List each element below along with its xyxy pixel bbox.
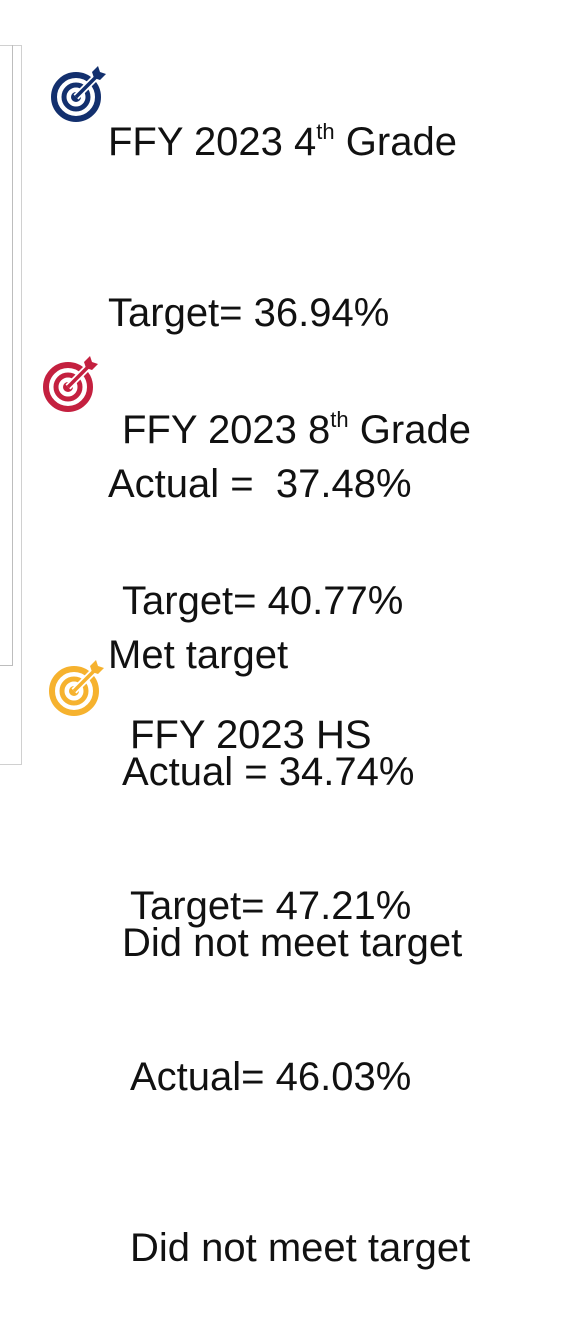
target-icon <box>46 658 106 718</box>
target-line: Target= 36.94% <box>108 291 390 335</box>
title-text: Grade <box>345 120 457 164</box>
title-sup: th <box>330 407 349 432</box>
actual-line: Actual= 46.03% <box>130 1055 412 1099</box>
target-line: Target= 40.77% <box>122 579 404 623</box>
title-text: Grade <box>359 408 471 452</box>
title-sup: th <box>316 119 335 144</box>
block-title: FFY 2023 4th Grade <box>108 114 457 171</box>
target-line: Target= 47.21% <box>130 884 412 928</box>
hs-block: FFY 2023 HS Target= 47.21% Actual= 46.03… <box>130 593 470 1334</box>
status-line: Met target <box>108 633 289 677</box>
target-icon <box>40 354 100 414</box>
page: FFY 2023 4th Grade Target= 36.94% Actual… <box>0 0 471 1270</box>
title-text: FFY 2023 8 <box>122 408 331 452</box>
block-title: FFY 2023 HS <box>130 713 372 757</box>
target-icon <box>48 64 108 124</box>
title-text: FFY 2023 4 <box>108 120 317 164</box>
actual-line: Actual = 34.74% <box>122 750 415 794</box>
status-line: Did not meet target <box>130 1226 471 1270</box>
block-title: FFY 2023 8th Grade <box>122 402 471 459</box>
side-panel-inner <box>0 45 13 666</box>
actual-line: Actual = 37.48% <box>108 462 412 506</box>
grade4-block: FFY 2023 4th Grade Target= 36.94% Actual… <box>108 0 457 741</box>
side-panel <box>0 45 22 765</box>
